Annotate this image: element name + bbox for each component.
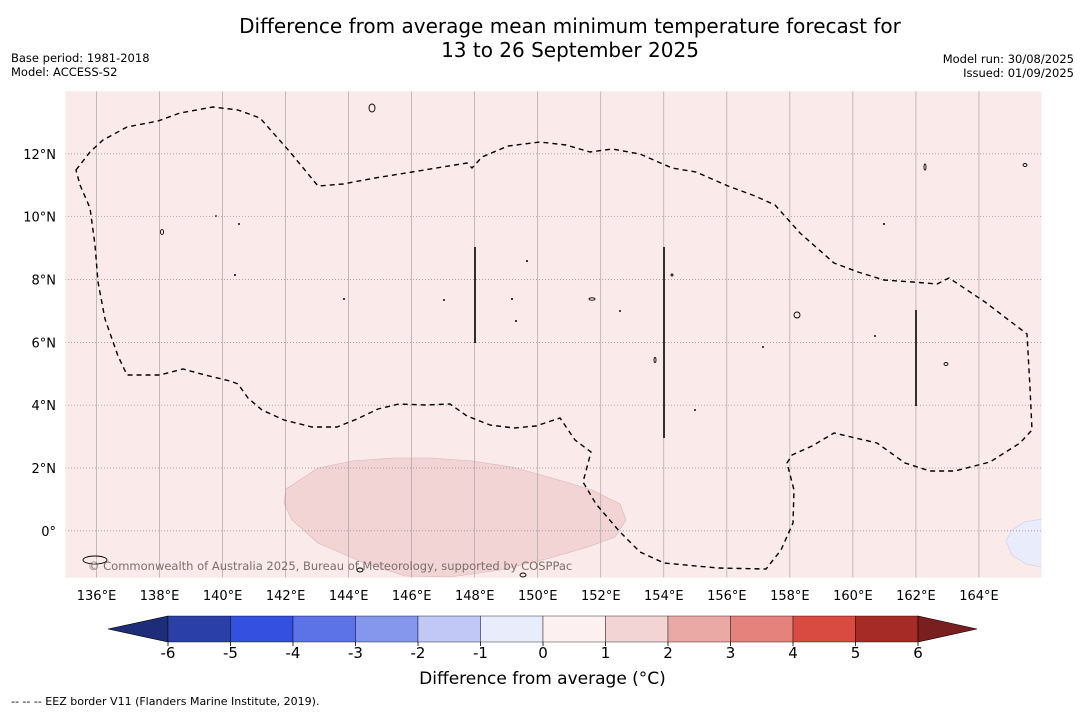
colorbar-tick-label: 4 [788, 644, 798, 662]
colorbar-tick-label: 6 [913, 644, 923, 662]
island [653, 357, 657, 363]
eez-border [75, 106, 1033, 570]
lat-tick-label: 12°N [23, 148, 56, 163]
lon-tick-label: 162°E [896, 589, 936, 604]
colorbar-swatch [542, 615, 606, 643]
colorbar-swatch [667, 615, 731, 643]
island [882, 222, 886, 226]
island [342, 298, 346, 300]
issued-date: Issued: 01/09/2025 [963, 66, 1074, 80]
axis-layer: 136°E 138°E 140°E 142°E 144°E 146°E 148°E 150°E… [23, 148, 999, 604]
colorbar-swatch [855, 615, 919, 643]
colorbar-tick-label: -2 [411, 644, 426, 662]
lon-tick-label: 164°E [959, 589, 999, 604]
colorbar-tick-label: 2 [663, 644, 673, 662]
lat-tick-label: 2°N [32, 462, 57, 477]
island [793, 311, 801, 319]
colorbar-swatch [792, 615, 856, 643]
island [762, 346, 764, 348]
lon-tick-label: 160°E [833, 589, 873, 604]
island [238, 223, 240, 225]
lon-tick-label: 152°E [581, 589, 621, 604]
model-name: Model: ACCESS-S2 [11, 65, 118, 79]
colorbar-tick-label: 0 [538, 644, 548, 662]
meta-left: Base period: 1981-2018 Model: ACCESS-S2 [11, 51, 150, 79]
lat-tick-label: 0° [41, 525, 56, 540]
lon-tick-label: 156°E [707, 589, 747, 604]
colorbar-tick-label: 5 [851, 644, 861, 662]
map-frame [64, 90, 1043, 579]
cool-anomaly-region [1005, 518, 1042, 568]
colorbar-under-arrow [107, 615, 169, 643]
island [588, 297, 596, 301]
island [215, 215, 217, 217]
lon-tick-label: 140°E [203, 589, 243, 604]
island [356, 567, 364, 573]
lon-tick-label: 136°E [77, 589, 117, 604]
colorbar-swatch [292, 615, 356, 643]
lon-tick-label: 146°E [392, 589, 432, 604]
lon-tick-label: 148°E [455, 589, 495, 604]
footnote: -- -- -- EEZ border V11 (Flanders Marine… [11, 695, 320, 708]
model-run: Model run: 30/08/2025 [942, 52, 1074, 66]
island [619, 310, 621, 312]
island [519, 572, 527, 578]
map-layer: © Commonwealth of Australia 2025, Bureau… [64, 90, 1043, 579]
colorbar-tick-label: -3 [348, 644, 363, 662]
colorbar: -6 -5 -4 -3 -2 -1 0 1 2 3 4 5 6 [107, 615, 978, 662]
lon-tick-label: 154°E [644, 589, 684, 604]
lon-tick-label: 144°E [329, 589, 369, 604]
colorbar-swatch [480, 615, 544, 643]
island [694, 409, 696, 411]
island [670, 273, 674, 277]
base-period: Base period: 1981-2018 [11, 51, 150, 65]
island [233, 273, 237, 277]
lat-tick-label: 6°N [32, 336, 57, 351]
meta-right: Model run: 30/08/2025 Issued: 01/09/2025 [943, 52, 1074, 80]
island [510, 297, 514, 301]
colorbar-swatch [355, 615, 419, 643]
island [368, 103, 376, 113]
island [159, 229, 165, 235]
island [525, 259, 529, 263]
colorbar-swatch [167, 615, 231, 643]
colorbar-label: Difference from average (°C) [419, 669, 666, 689]
warm-anomaly-region [283, 457, 627, 578]
lon-tick-label: 158°E [770, 589, 810, 604]
lat-tick-label: 8°N [32, 274, 57, 289]
page-title: Difference from average mean minimum tem… [0, 14, 1085, 62]
lat-tick-label: 4°N [32, 399, 57, 414]
title-line-2: 13 to 26 September 2025 [441, 38, 699, 62]
colorbar-tick-label: -6 [161, 644, 176, 662]
lat-tick-label: 10°N [23, 211, 56, 226]
island [82, 555, 108, 565]
colorbar-swatch [605, 615, 669, 643]
island [874, 335, 876, 337]
title-line-1: Difference from average mean minimum tem… [239, 14, 901, 38]
lon-tick-label: 150°E [518, 589, 558, 604]
island [514, 319, 518, 323]
colorbar-tick-label: 3 [726, 644, 736, 662]
lon-tick-label: 138°E [140, 589, 180, 604]
colorbar-swatch [230, 615, 294, 643]
colorbar-over-arrow [917, 615, 978, 643]
colorbar-tick-label: -5 [223, 644, 238, 662]
colorbar-swatch [730, 615, 794, 643]
island [1022, 163, 1028, 167]
colorbar-tick-label: 1 [601, 644, 611, 662]
island [923, 163, 927, 171]
island [443, 299, 445, 301]
map-copyright: © Commonwealth of Australia 2025, Bureau… [88, 559, 572, 573]
colorbar-tick-label: -1 [473, 644, 488, 662]
lon-tick-label: 142°E [266, 589, 306, 604]
colorbar-swatch [417, 615, 481, 643]
island [943, 362, 949, 366]
colorbar-tick-label: -4 [286, 644, 301, 662]
